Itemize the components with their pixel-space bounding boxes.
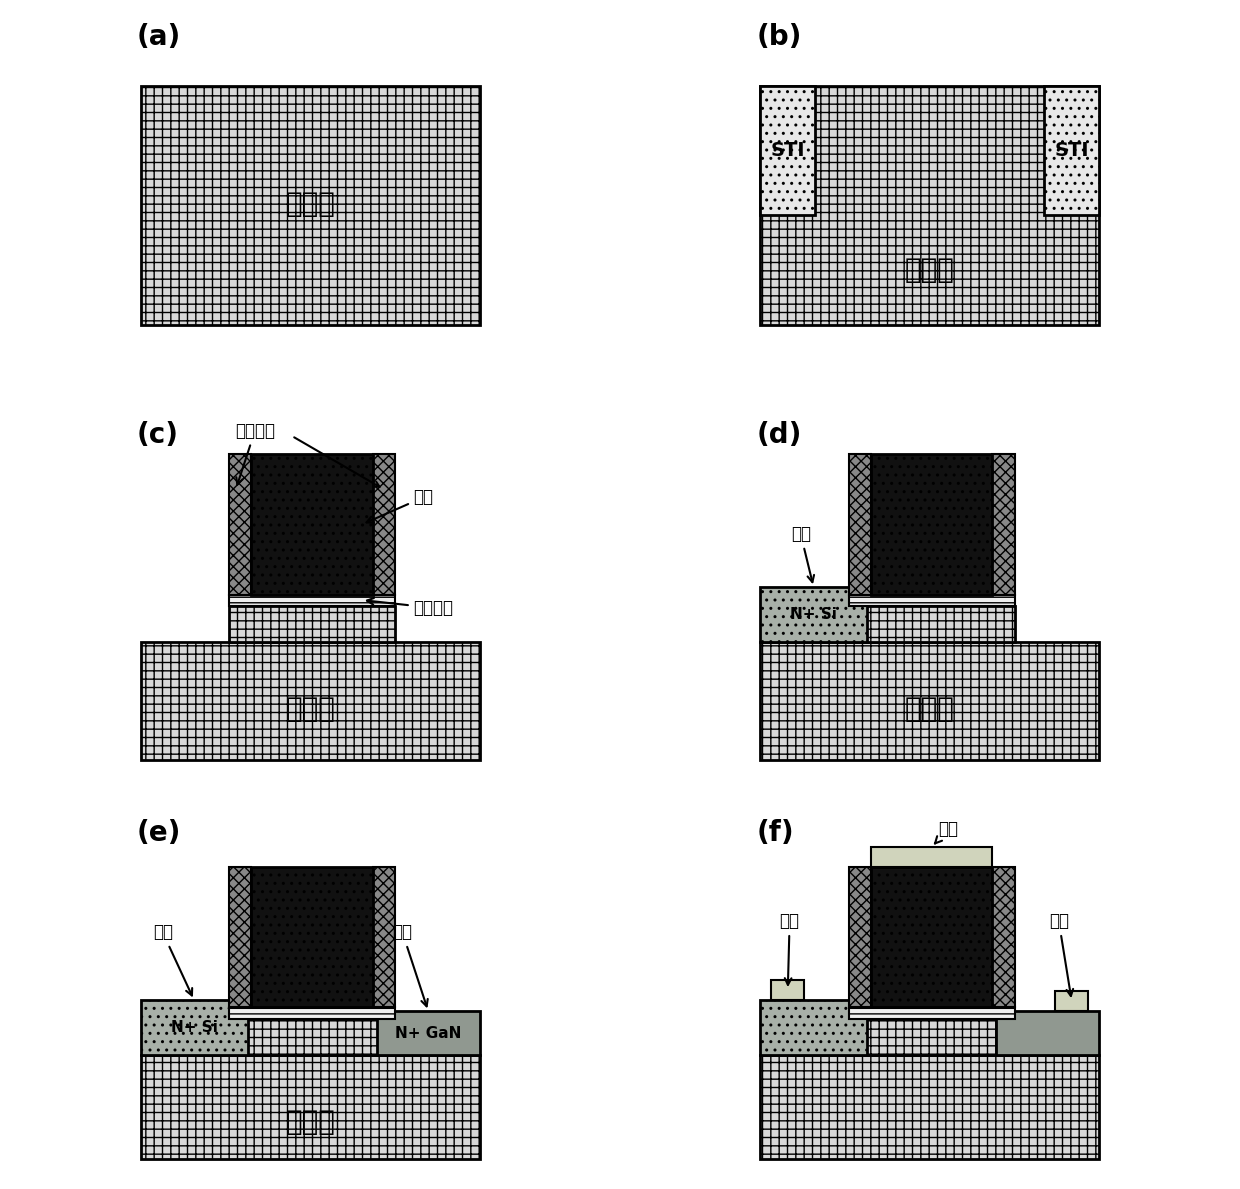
- Text: (b): (b): [756, 23, 802, 51]
- Bar: [760, 642, 1100, 761]
- Bar: [229, 594, 396, 605]
- Text: N+ GaN: N+ GaN: [396, 1026, 461, 1040]
- Text: STI: STI: [1054, 140, 1089, 159]
- Bar: [373, 867, 396, 1007]
- Bar: [229, 867, 252, 1007]
- Bar: [996, 1011, 1100, 1056]
- Bar: [1055, 990, 1089, 1011]
- Bar: [992, 867, 1014, 1007]
- Text: 接触: 接触: [935, 820, 959, 844]
- Text: (c): (c): [136, 421, 179, 449]
- Text: 硅衬底: 硅衬底: [905, 694, 955, 723]
- Bar: [760, 86, 1100, 326]
- Text: 漏极: 漏极: [392, 924, 428, 1006]
- Text: 尵极: 尵极: [367, 489, 434, 523]
- Bar: [252, 454, 373, 594]
- Text: N+ Si: N+ Si: [790, 608, 837, 622]
- Bar: [760, 86, 816, 215]
- Text: 接触: 接触: [780, 912, 800, 984]
- Text: 硅衬底: 硅衬底: [285, 694, 335, 723]
- Bar: [1044, 86, 1100, 215]
- Bar: [252, 867, 373, 1007]
- Text: (d): (d): [756, 421, 802, 449]
- Text: 源极: 源极: [153, 924, 192, 995]
- Bar: [140, 1000, 248, 1056]
- Text: 尵极侧墙: 尵极侧墙: [234, 422, 275, 485]
- Bar: [848, 1007, 1014, 1019]
- Text: 尵氧化层: 尵氧化层: [367, 598, 454, 617]
- Text: N+ Si: N+ Si: [171, 1020, 217, 1036]
- Bar: [771, 980, 805, 1000]
- Bar: [992, 454, 1014, 594]
- Bar: [848, 1019, 1014, 1056]
- Bar: [373, 454, 396, 594]
- Bar: [760, 1000, 867, 1056]
- Bar: [870, 867, 992, 1007]
- Text: 硅衬底: 硅衬底: [905, 256, 955, 284]
- Bar: [229, 1007, 396, 1019]
- Text: 硅衬底: 硅衬底: [285, 189, 335, 218]
- Bar: [377, 1011, 480, 1056]
- Bar: [229, 1019, 396, 1056]
- Bar: [140, 86, 480, 326]
- Text: (f): (f): [756, 819, 794, 848]
- Text: 硅衬底: 硅衬底: [285, 1108, 335, 1135]
- Bar: [870, 454, 992, 594]
- Bar: [760, 587, 867, 642]
- Text: (e): (e): [136, 819, 181, 848]
- Bar: [848, 594, 1014, 605]
- Bar: [229, 454, 252, 594]
- Bar: [140, 1056, 480, 1158]
- Bar: [870, 847, 992, 867]
- Bar: [760, 1056, 1100, 1158]
- Bar: [848, 454, 870, 594]
- Text: STI: STI: [770, 140, 805, 159]
- Text: (a): (a): [136, 23, 181, 51]
- Bar: [848, 605, 1014, 642]
- Bar: [140, 642, 480, 761]
- Text: 源极: 源极: [791, 526, 813, 583]
- Bar: [848, 867, 870, 1007]
- Text: 接触: 接触: [1049, 912, 1073, 996]
- Bar: [229, 605, 396, 642]
